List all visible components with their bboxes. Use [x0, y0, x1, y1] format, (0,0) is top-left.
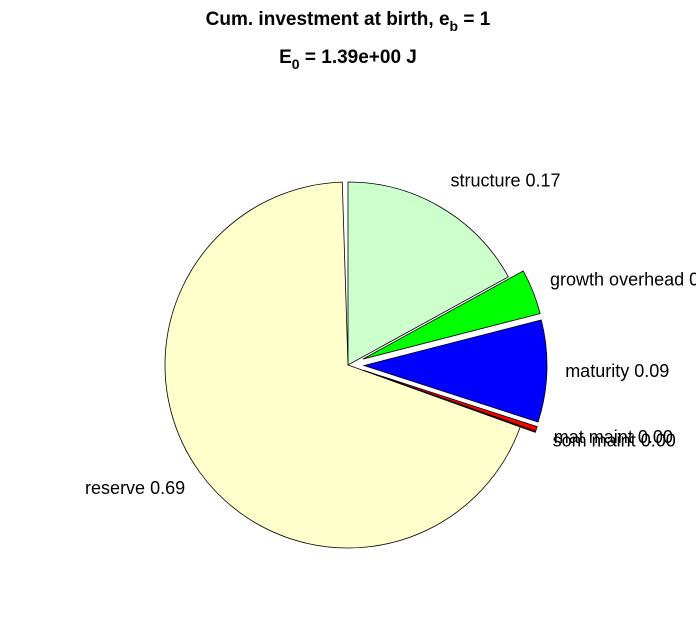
- slice-name: som maint: [553, 430, 636, 450]
- slice-name: reserve: [85, 478, 145, 498]
- pie-slice: [362, 319, 548, 423]
- slice-value: 0.04: [689, 269, 696, 289]
- slice-value: 0.00: [641, 430, 676, 450]
- pie-slice: [164, 181, 521, 549]
- title-text: E: [279, 47, 292, 68]
- slice-label: growth overhead 0.04: [550, 269, 696, 289]
- pie-slice: [362, 270, 541, 360]
- slice-name: structure: [450, 170, 520, 190]
- slice-label: maturity 0.09: [565, 361, 669, 381]
- title-subscript: b: [450, 18, 459, 34]
- title-text: = 1: [458, 9, 491, 30]
- slice-value: 0.17: [526, 170, 561, 190]
- slice-label: reserve 0.69: [85, 478, 185, 498]
- chart-title: Cum. investment at birth, eb = 1: [206, 9, 491, 34]
- slice-name: growth overhead: [550, 269, 684, 289]
- pie-slice: [347, 181, 509, 366]
- chart-title: E0 = 1.39e+00 J: [279, 47, 417, 72]
- slice-label: structure 0.17: [450, 170, 560, 190]
- title-subscript: 0: [292, 56, 300, 72]
- title-text: Cum. investment at birth, e: [206, 9, 450, 30]
- slice-value: 0.09: [634, 361, 669, 381]
- slice-label: mat maint 0.00: [554, 427, 673, 447]
- slice-value: 0.69: [150, 478, 185, 498]
- title-text: = 1.39e+00 J: [300, 47, 417, 68]
- slice-name: mat maint: [554, 427, 633, 447]
- slice-label: som maint 0.00: [553, 430, 676, 450]
- slice-value: 0.00: [638, 427, 673, 447]
- slice-name: maturity: [565, 361, 629, 381]
